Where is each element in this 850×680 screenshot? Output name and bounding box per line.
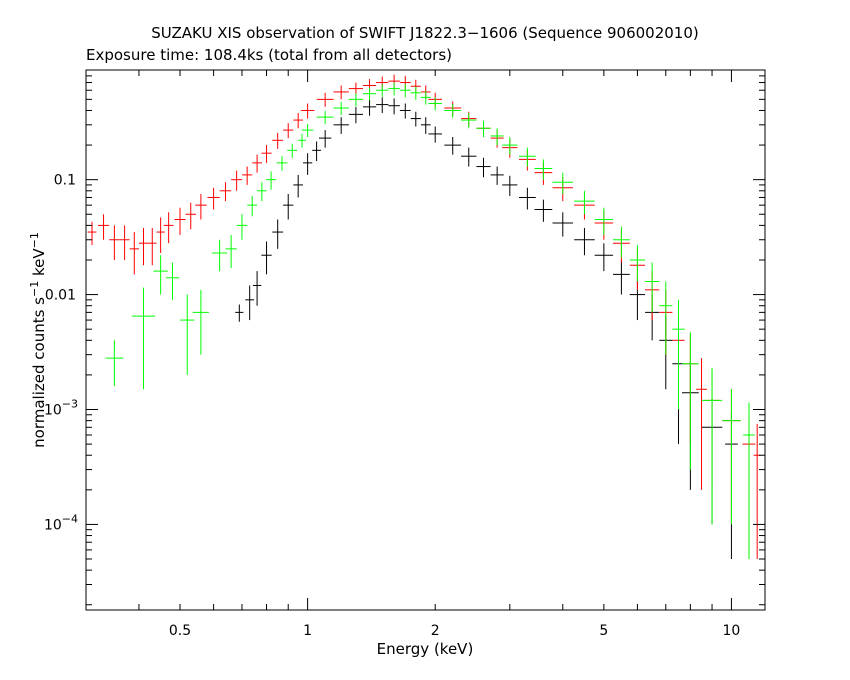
y-tick-label-base: 10 xyxy=(44,517,62,533)
x-axis-label: Energy (keV) xyxy=(377,640,474,658)
y-axis-label-unit: keV xyxy=(30,248,48,281)
y-tick-label: 0.1 xyxy=(54,173,76,189)
x-tick-label: 1 xyxy=(303,623,312,639)
y-axis-label: normalized counts s−1 keV−1 xyxy=(28,232,48,448)
y-axis-label-group: normalized counts s−1 keV−1 xyxy=(28,232,48,448)
x-tick-label: 10 xyxy=(723,623,741,639)
y-axis-label-main: normalized counts s xyxy=(30,297,48,448)
series-0 xyxy=(235,97,738,560)
y-tick-label: 0.01 xyxy=(45,288,76,304)
data-layer xyxy=(87,74,761,560)
x-tick-label: 0.5 xyxy=(169,623,191,639)
y-tick-label-exp: −3 xyxy=(62,397,78,410)
y-tick-label: 10−3 xyxy=(44,397,78,418)
chart-title: SUZAKU XIS observation of SWIFT J1822.3−… xyxy=(151,24,699,42)
y-tick-label-exp: −4 xyxy=(62,512,78,525)
x-tick-label: 2 xyxy=(431,623,440,639)
chart-subtitle: Exposure time: 108.4ks (total from all d… xyxy=(86,46,452,64)
y-tick-label-base: 10 xyxy=(44,402,62,418)
y-tick-label: 10−4 xyxy=(44,512,78,533)
y-axis-label-exp2: −1 xyxy=(28,232,41,248)
y-axis-label-exp1: −1 xyxy=(28,281,41,297)
x-tick-label: 5 xyxy=(599,623,608,639)
series-1 xyxy=(87,74,761,560)
series-2 xyxy=(105,82,755,560)
